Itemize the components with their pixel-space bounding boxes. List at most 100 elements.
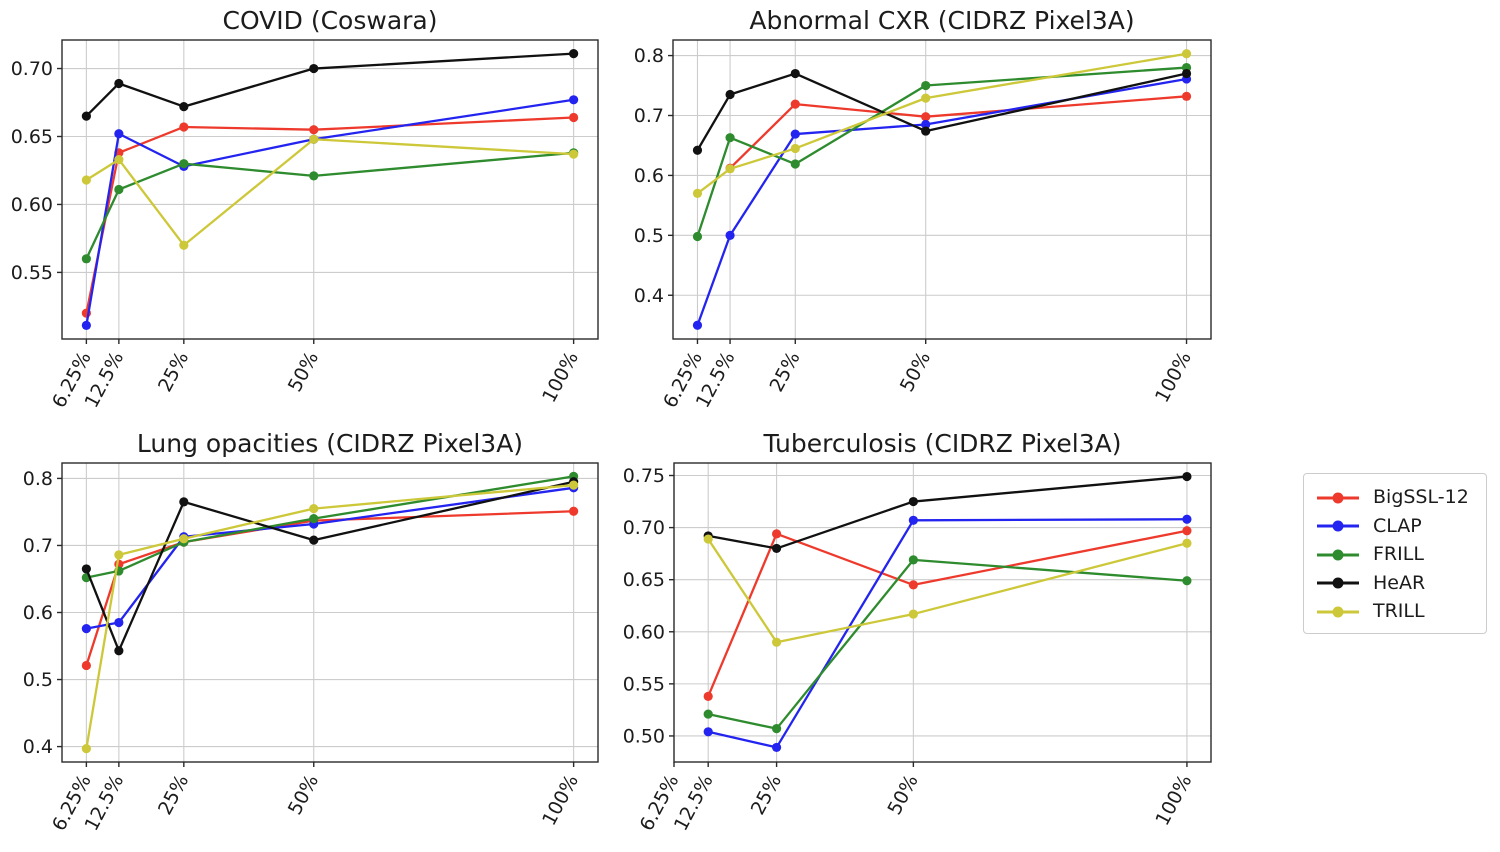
legend-item-HeAR: HeAR [1316,570,1476,597]
y-tick-label: 0.55 [11,262,53,284]
series-point-BigSSL-12 [771,529,782,539]
series-point-CLAP [908,515,918,525]
legend-item-BigSSL-12: BigSSL-12 [1316,484,1476,511]
series-point-BigSSL-12 [921,112,931,122]
series-point-HeAR [114,78,124,89]
series-line-BigSSL-12 [707,529,1189,698]
y-tick-label: 0.7 [634,105,664,127]
series-point-FRILL [114,184,124,195]
y-tick-label: 0.60 [11,194,53,216]
series-point-FRILL [179,159,189,169]
y-tick-label: 0.4 [634,285,664,307]
series-point-TRILL [309,503,319,514]
y-tick-label: 0.8 [634,45,664,67]
x-tick-label: 50% [284,771,323,819]
legend-line-sample-icon [1317,492,1359,503]
series-point-BigSSL-12 [908,580,918,590]
series-point-FRILL [703,709,713,719]
series-point-BigSSL-12 [569,506,579,516]
series-point-CLAP [114,129,124,139]
y-tick-label: 0.6 [23,602,53,624]
series-point-BigSSL-12 [790,99,800,109]
series-point-CLAP [1182,514,1192,524]
series-point-FRILL [790,159,800,169]
series-point-TRILL [771,637,782,647]
x-tick-label: 25% [747,771,786,819]
series-point-BigSSL-12 [1181,91,1192,101]
chart-1: 6.25%12.5% 25% 50% 100%0.550.600.650.70COVI… [11,6,599,412]
series-point-BigSSL-12 [1182,526,1192,536]
series-point-CLAP [921,119,931,130]
legend-marker-dot [1332,577,1344,589]
y-tick-label: 0.70 [623,517,665,539]
x-tick-label: 25% [154,348,193,396]
chart-4: 6.25%12.5% 25% 50% 100%0.500.550.600.650.70… [623,429,1212,835]
y-tick-label: 0.5 [634,225,664,247]
legend-item-FRILL: FRILL [1316,541,1476,568]
series-point-BigSSL-12 [703,691,713,701]
y-tick-label: 0.65 [11,126,53,148]
series-line-FRILL [85,151,575,260]
y-tick-label: 0.4 [23,736,53,758]
series-point-TRILL [81,175,91,185]
y-tick-label: 0.8 [23,468,53,490]
legend-label: BigSSL-12 [1373,486,1469,508]
series-point-TRILL [309,134,319,144]
series-point-HeAR [1182,471,1192,482]
chart-title: Lung opacities (CIDRZ Pixel3A) [137,429,523,458]
series-point-HeAR [921,126,931,136]
series-point-HeAR [179,101,189,112]
legend-item-CLAP: CLAP [1316,513,1476,540]
series-point-FRILL [81,254,91,264]
x-tick-label: 50% [896,348,935,396]
series-point-TRILL [1181,49,1192,59]
series-point-TRILL [921,93,931,103]
series-point-CLAP [114,617,124,628]
y-tick-label: 0.6 [634,165,664,187]
chart-3: 6.25%12.5% 25% 50% 100%0.40.50.60.70.8Lung … [23,429,599,835]
plot-border [673,462,1212,763]
legend-item-TRILL: TRILL [1316,598,1476,625]
x-tick-label: 100% [1151,771,1196,829]
series-point-BigSSL-12 [81,660,91,671]
series-point-TRILL [114,550,124,560]
series-line-FRILL [707,558,1189,730]
series-point-HeAR [179,497,189,507]
series-point-HeAR [309,63,319,74]
x-tick-label: 100% [538,348,583,406]
legend-line-sample-icon [1317,606,1359,617]
series-line-HeAR [85,52,575,118]
chart-title: Abnormal CXR (CIDRZ Pixel3A) [749,6,1134,35]
series-point-BigSSL-12 [569,112,579,123]
series-point-FRILL [921,80,931,91]
series-point-FRILL [309,171,319,181]
series-point-HeAR [569,48,579,59]
series-point-HeAR [908,496,918,507]
series-point-TRILL [725,164,735,174]
chart-2: 6.25%12.5% 25% 50% 100%0.40.50.60.70.8Abnor… [634,6,1212,412]
chart-title: COVID (Coswara) [222,6,437,35]
y-tick-label: 0.7 [23,535,53,557]
x-tick-label: 25% [154,771,193,819]
series-point-CLAP [703,727,713,737]
y-tick-label: 0.60 [623,621,665,643]
y-tick-label: 0.75 [623,465,665,487]
x-tick-label: 100% [538,771,583,829]
series-line-TRILL [707,537,1189,644]
series-line-HeAR [707,475,1189,550]
series-point-TRILL [790,143,800,154]
series-point-HeAR [81,564,91,574]
series-point-HeAR [771,543,782,554]
series-line-BigSSL-12 [85,510,575,667]
y-tick-label: 0.55 [623,673,665,695]
legend-label: CLAP [1373,514,1422,537]
series-point-TRILL [114,155,124,165]
legend-marker-dot [1332,520,1344,532]
series-line-BigSSL-12 [728,95,1188,170]
legend-label: TRILL [1373,600,1425,622]
series-point-FRILL [309,514,319,524]
series-point-TRILL [908,609,918,619]
series-point-HeAR [81,111,91,121]
series-point-HeAR [309,535,319,545]
